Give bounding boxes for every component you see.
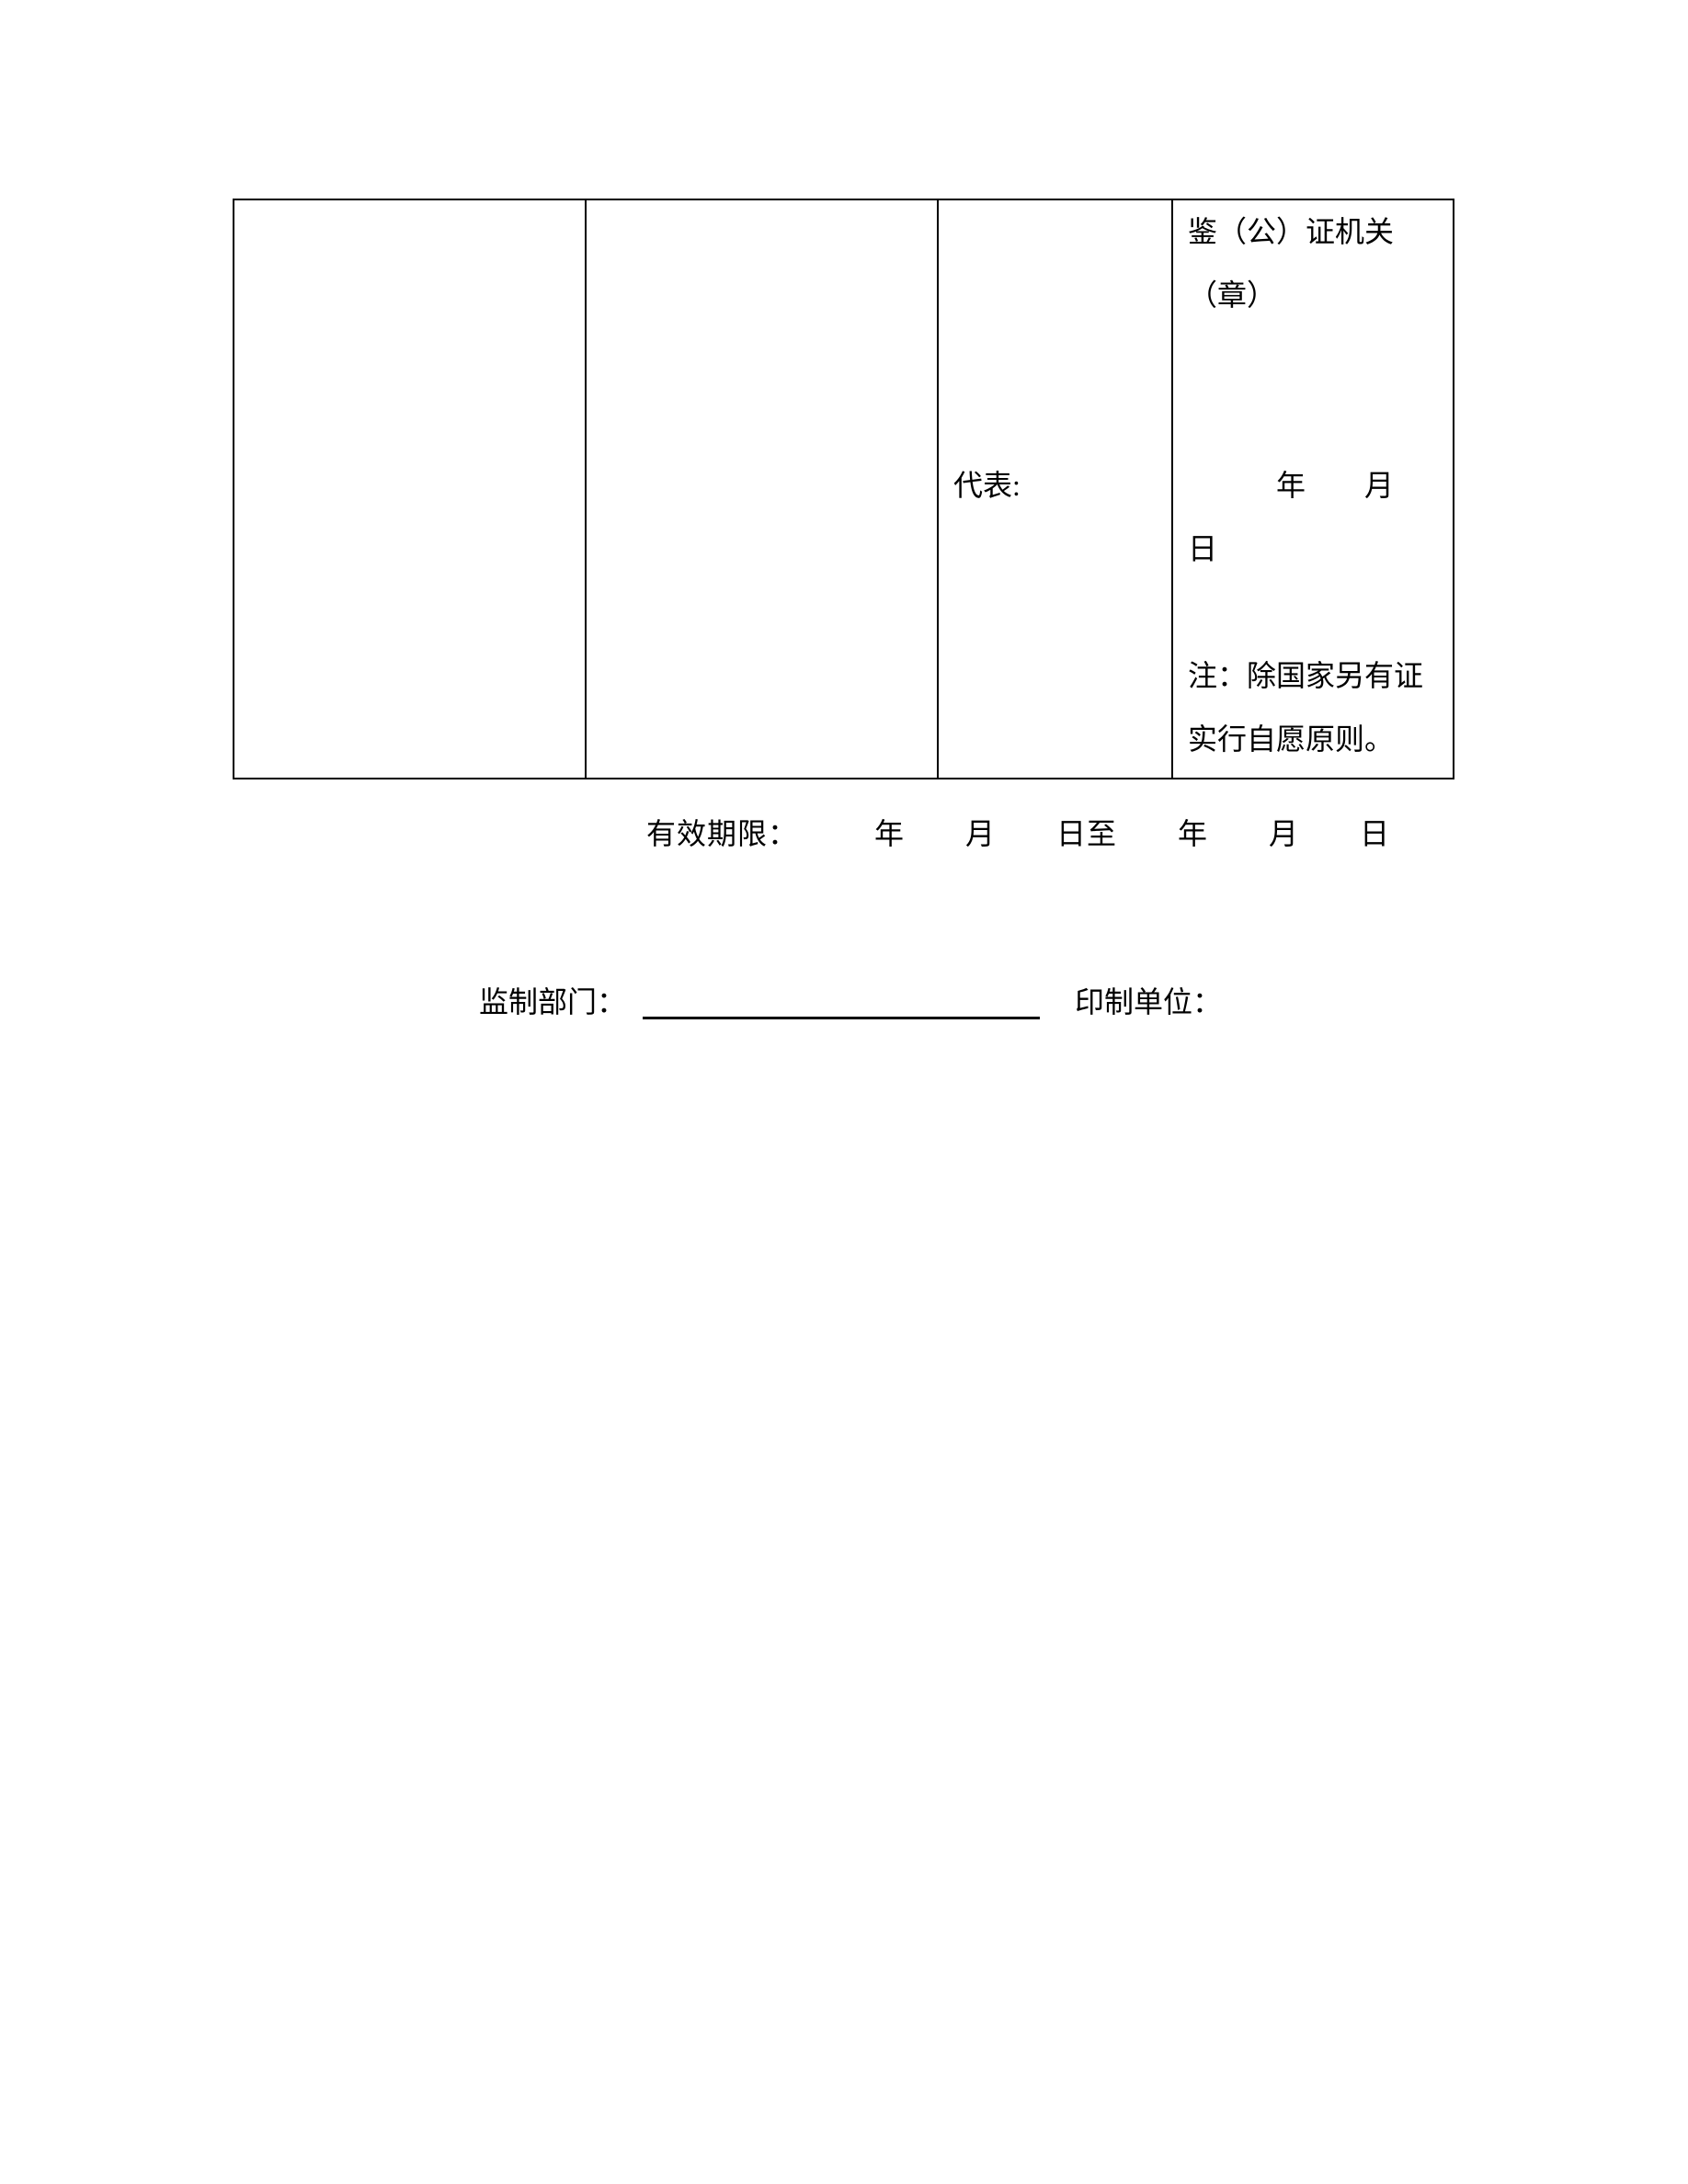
footer-issuer-line: 监制部门： 印制单位： [464, 941, 1222, 1022]
cell-line [953, 518, 1171, 581]
note-line-2: 实行自愿原则。 [1188, 722, 1395, 756]
cell-line [953, 644, 1171, 708]
cell-line [953, 391, 1171, 454]
certification-table: 代表: 鉴（公）证机关 （章） 年 月 日 注：除国家另有证 实行自愿原则。 [233, 199, 1454, 779]
supervisor-label: 监制部门： [479, 985, 627, 1018]
table-cell-party-a [234, 200, 587, 778]
authority-title: 鉴（公）证机关 [1188, 215, 1395, 248]
date-day-line: 日 [1188, 532, 1218, 565]
supervisor-blank-underline [643, 989, 1041, 1019]
note-line-1: 注：除国家另有证 [1188, 659, 1424, 692]
table-cell-representative: 代表: [939, 200, 1173, 778]
table-cell-certification-authority: 鉴（公）证机关 （章） 年 月 日 注：除国家另有证 实行自愿原则。 [1173, 200, 1453, 778]
cell-line [953, 200, 1171, 264]
printer-label: 印制单位： [1075, 985, 1223, 1018]
authority-seal-label: （章） [1188, 279, 1277, 312]
cell-line [953, 581, 1171, 644]
table-cell-party-b [587, 200, 939, 778]
cell-line [1188, 391, 1445, 454]
cell-line [953, 327, 1171, 391]
cell-line [953, 264, 1171, 327]
cell-line [1188, 327, 1445, 391]
validity-period-line: 有效期限： 年 月 日至 年 月 日 [646, 817, 1391, 850]
date-year-month-line: 年 月 [1188, 469, 1395, 502]
representative-label: 代表: [953, 469, 1021, 502]
cell-line [1188, 581, 1445, 644]
cell-line [953, 708, 1171, 771]
